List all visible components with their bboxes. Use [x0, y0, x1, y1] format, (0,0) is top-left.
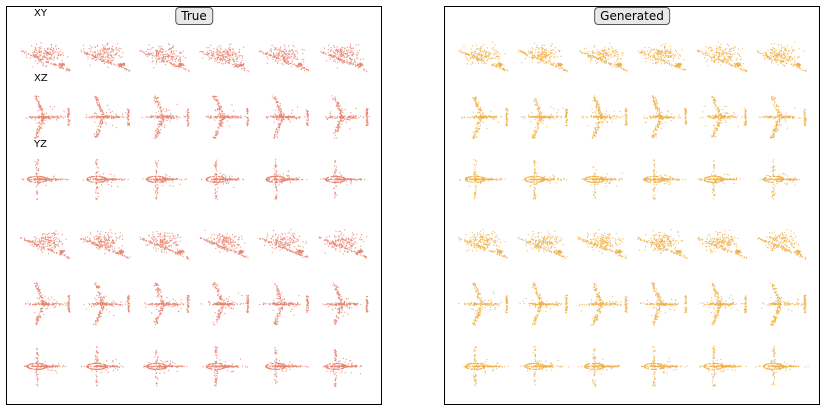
- point-cloud-thumbnail: [755, 346, 809, 386]
- point-cloud-thumbnail: [144, 282, 191, 326]
- point-cloud-thumbnail: [578, 282, 628, 326]
- true-point-clouds: [20, 42, 370, 387]
- point-cloud-thumbnail: [579, 42, 628, 72]
- point-cloud-thumbnail: [463, 346, 509, 386]
- point-cloud-thumbnail: [258, 44, 309, 72]
- point-cloud-thumbnail: [578, 347, 620, 387]
- point-cloud-thumbnail: [520, 97, 569, 139]
- point-cloud-thumbnail: [21, 42, 71, 72]
- point-cloud-thumbnail: [697, 41, 748, 73]
- point-cloud-thumbnail: [461, 96, 509, 139]
- point-cloud-thumbnail: [259, 283, 309, 326]
- point-cloud-thumbnail: [202, 346, 248, 387]
- point-cloud-thumbnail: [80, 229, 131, 259]
- point-cloud-thumbnail: [200, 282, 250, 326]
- point-cloud-thumbnail: [757, 41, 807, 72]
- point-cloud-thumbnail: [758, 95, 807, 139]
- point-cloud-thumbnail: [142, 160, 187, 200]
- point-cloud-thumbnail: [581, 95, 628, 139]
- point-cloud-thumbnail: [697, 229, 748, 259]
- point-cloud-thumbnail: [85, 95, 130, 139]
- point-cloud-thumbnail: [265, 95, 309, 139]
- point-cloud-thumbnail: [458, 229, 508, 259]
- point-cloud-thumbnail: [639, 282, 688, 326]
- point-cloud-thumbnail: [458, 282, 509, 326]
- point-cloud-thumbnail: [517, 230, 568, 259]
- point-cloud-thumbnail: [143, 349, 188, 387]
- point-cloud-thumbnail: [82, 158, 129, 200]
- point-cloud-thumbnail: [24, 282, 71, 326]
- point-cloud-thumbnail: [199, 229, 249, 259]
- point-cloud-thumbnail: [697, 160, 741, 200]
- plane-label-yz: YZ: [34, 139, 47, 150]
- point-cloud-thumbnail: [83, 282, 130, 326]
- point-cloud-thumbnail: [517, 42, 568, 73]
- point-cloud-thumbnail: [265, 347, 309, 385]
- point-cloud-thumbnail: [318, 229, 368, 259]
- point-cloud-thumbnail: [320, 43, 368, 72]
- point-cloud-thumbnail: [642, 159, 686, 200]
- point-cloud-thumbnail: [757, 229, 807, 260]
- point-cloud-thumbnail: [520, 346, 570, 386]
- plane-label-xz: XZ: [34, 73, 48, 84]
- point-cloud-thumbnail: [581, 166, 623, 199]
- point-cloud-thumbnail: [759, 159, 800, 200]
- point-cloud-thumbnail: [458, 41, 509, 72]
- point-cloud-thumbnail: [21, 159, 69, 200]
- point-cloud-thumbnail: [700, 95, 748, 138]
- generated-panel: Generated: [444, 6, 820, 405]
- point-cloud-thumbnail: [322, 349, 363, 387]
- point-cloud-thumbnail: [577, 229, 627, 259]
- point-cloud-thumbnail: [20, 230, 71, 260]
- point-cloud-thumbnail: [265, 159, 308, 200]
- plane-label-xy: XY: [34, 8, 47, 19]
- point-cloud-thumbnail: [259, 228, 309, 258]
- point-cloud-thumbnail: [519, 282, 569, 326]
- point-cloud-thumbnail: [700, 282, 748, 326]
- point-cloud-thumbnail: [205, 95, 250, 139]
- true-panel: True XY XZ YZ: [6, 6, 382, 405]
- generated-point-clouds: [458, 41, 809, 387]
- point-cloud-thumbnail: [522, 159, 568, 200]
- point-cloud-thumbnail: [139, 231, 190, 260]
- point-cloud-thumbnail: [320, 160, 365, 198]
- point-cloud-thumbnail: [641, 346, 688, 387]
- point-cloud-thumbnail: [325, 95, 370, 139]
- true-panel-title: True: [175, 7, 213, 25]
- point-cloud-thumbnail: [637, 43, 686, 71]
- point-cloud-thumbnail: [201, 159, 244, 200]
- generated-panel-title: Generated: [594, 7, 670, 25]
- point-cloud-thumbnail: [81, 346, 124, 387]
- point-cloud-thumbnail: [80, 42, 131, 72]
- point-cloud-thumbnail: [761, 282, 807, 326]
- point-cloud-thumbnail: [141, 95, 190, 139]
- point-cloud-thumbnail: [643, 95, 688, 139]
- point-cloud-thumbnail: [699, 346, 747, 387]
- point-cloud-thumbnail: [458, 159, 506, 200]
- point-cloud-thumbnail: [26, 95, 71, 139]
- point-cloud-thumbnail: [637, 228, 688, 259]
- point-cloud-thumbnail: [199, 43, 250, 72]
- point-cloud-thumbnail: [322, 282, 369, 325]
- point-cloud-thumbnail: [24, 347, 66, 387]
- point-cloud-thumbnail: [139, 43, 190, 73]
